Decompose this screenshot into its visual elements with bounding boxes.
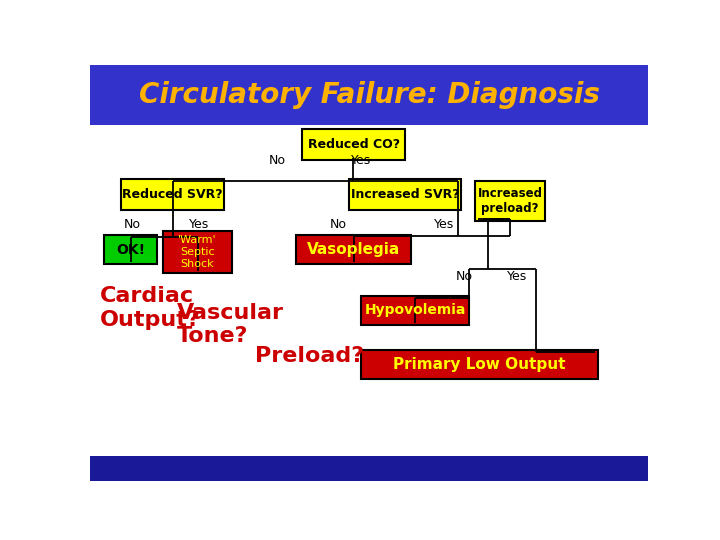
Text: Increased
preload?: Increased preload? xyxy=(477,187,542,215)
FancyBboxPatch shape xyxy=(104,235,157,265)
FancyBboxPatch shape xyxy=(163,231,233,273)
FancyBboxPatch shape xyxy=(302,129,405,160)
Text: Yes: Yes xyxy=(189,218,209,231)
Text: Yes: Yes xyxy=(434,218,454,231)
Text: No: No xyxy=(330,218,347,231)
FancyBboxPatch shape xyxy=(297,235,411,265)
Text: Primary Low Output: Primary Low Output xyxy=(393,357,565,372)
Text: Yes: Yes xyxy=(507,271,527,284)
Text: Increased SVR?: Increased SVR? xyxy=(351,188,459,201)
Text: Circulatory Failure: Diagnosis: Circulatory Failure: Diagnosis xyxy=(138,81,600,109)
Text: No: No xyxy=(123,218,140,231)
Text: 'Warm'
Septic
Shock: 'Warm' Septic Shock xyxy=(178,235,217,268)
Text: Vasoplegia: Vasoplegia xyxy=(307,242,400,258)
FancyBboxPatch shape xyxy=(90,65,648,125)
Text: Cardiac
Output?: Cardiac Output? xyxy=(100,286,201,329)
Text: Vascular
Tone?: Vascular Tone? xyxy=(176,303,284,346)
FancyBboxPatch shape xyxy=(121,179,224,210)
Text: Preload?: Preload? xyxy=(255,346,364,366)
FancyBboxPatch shape xyxy=(349,179,461,210)
FancyBboxPatch shape xyxy=(475,181,545,221)
Text: Yes: Yes xyxy=(351,154,371,167)
FancyBboxPatch shape xyxy=(90,456,648,481)
Text: No: No xyxy=(269,154,285,167)
Text: Reduced SVR?: Reduced SVR? xyxy=(122,188,222,201)
FancyBboxPatch shape xyxy=(361,295,469,325)
Text: Reduced CO?: Reduced CO? xyxy=(307,138,400,151)
FancyBboxPatch shape xyxy=(361,349,598,379)
Text: No: No xyxy=(455,271,472,284)
Text: OK!: OK! xyxy=(116,243,145,257)
Text: Hypovolemia: Hypovolemia xyxy=(364,303,466,317)
